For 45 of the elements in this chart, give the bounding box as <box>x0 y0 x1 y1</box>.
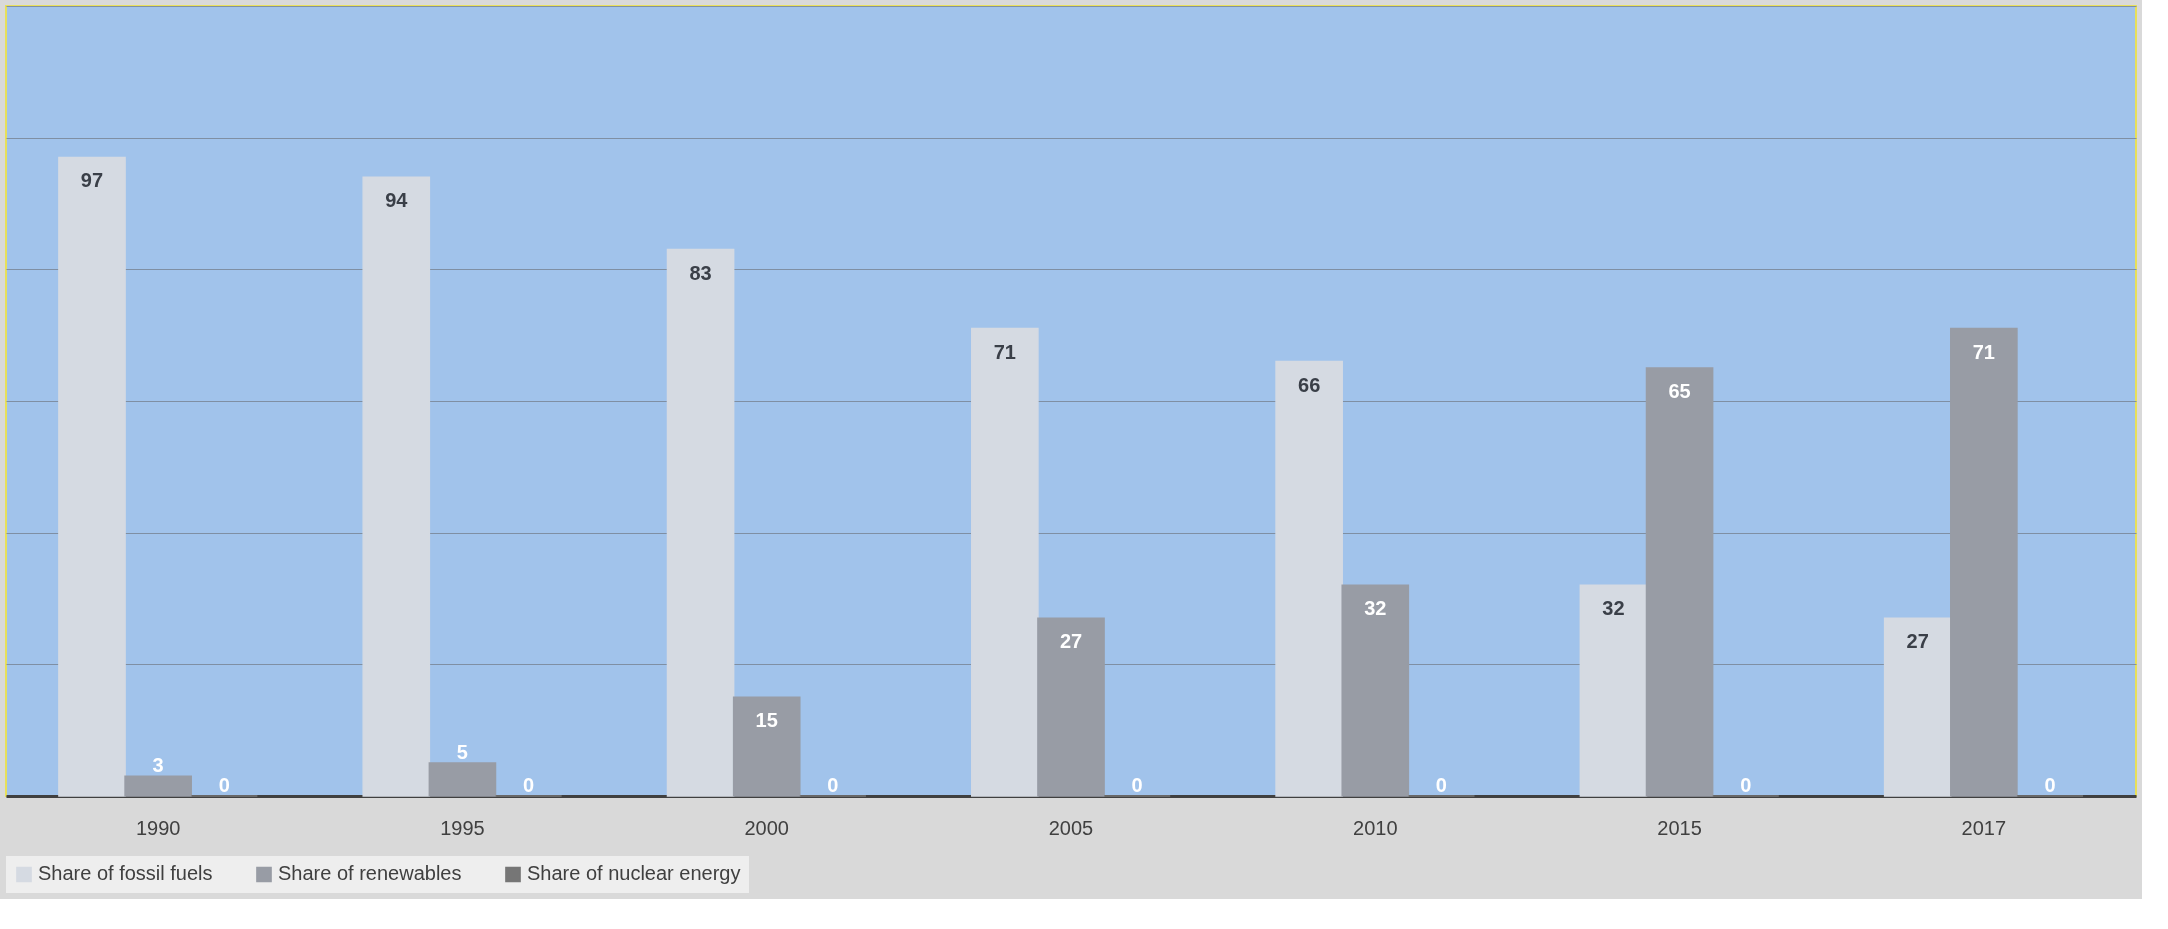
data-label: 5 <box>456 741 468 764</box>
bar <box>428 762 497 797</box>
data-label: 0 <box>1131 774 1143 796</box>
bar <box>1579 584 1648 797</box>
x-tick-label: 2000 <box>744 816 789 839</box>
legend-label: Share of renewables <box>278 862 462 885</box>
data-label: 0 <box>827 774 839 796</box>
data-label: 15 <box>755 709 778 732</box>
legend-label: Share of nuclear energy <box>527 862 741 885</box>
data-label: 94 <box>385 189 409 212</box>
data-label: 83 <box>689 261 712 284</box>
data-label: 97 <box>80 169 104 192</box>
bar <box>58 156 126 797</box>
legend-label: Share of fossil fuels <box>38 862 213 885</box>
data-label: 65 <box>1668 380 1691 403</box>
bar <box>1645 367 1714 797</box>
x-tick-label: 2010 <box>1353 816 1398 839</box>
data-label: 32 <box>1364 597 1387 620</box>
data-label: 3 <box>152 754 164 777</box>
x-tick-label: 2015 <box>1657 816 1702 839</box>
x-tick-label: 1990 <box>135 816 181 839</box>
data-label: 0 <box>523 774 535 796</box>
bar <box>1950 327 2018 797</box>
bar <box>1341 584 1410 797</box>
data-label: 71 <box>1972 340 1995 363</box>
data-label: 0 <box>2044 774 2056 796</box>
data-label: 27 <box>1906 630 1929 653</box>
data-label: 27 <box>1059 630 1083 653</box>
data-label: 71 <box>993 340 1016 363</box>
data-label: 32 <box>1602 597 1625 620</box>
x-tick-label: 2017 <box>1961 816 2007 839</box>
bar <box>666 248 735 797</box>
data-label: 66 <box>1298 373 1321 396</box>
bar <box>1037 617 1105 797</box>
bar <box>124 775 192 797</box>
bar <box>732 696 801 797</box>
data-label: 0 <box>218 774 230 796</box>
data-label: 0 <box>1435 774 1447 796</box>
x-tick-label: 2005 <box>1048 816 1094 839</box>
data-label: 0 <box>1740 774 1752 796</box>
bar <box>1275 360 1343 797</box>
bar <box>971 327 1039 797</box>
x-tick-label: 1995 <box>440 816 485 839</box>
bar <box>362 176 431 797</box>
bar <box>1883 617 1952 797</box>
